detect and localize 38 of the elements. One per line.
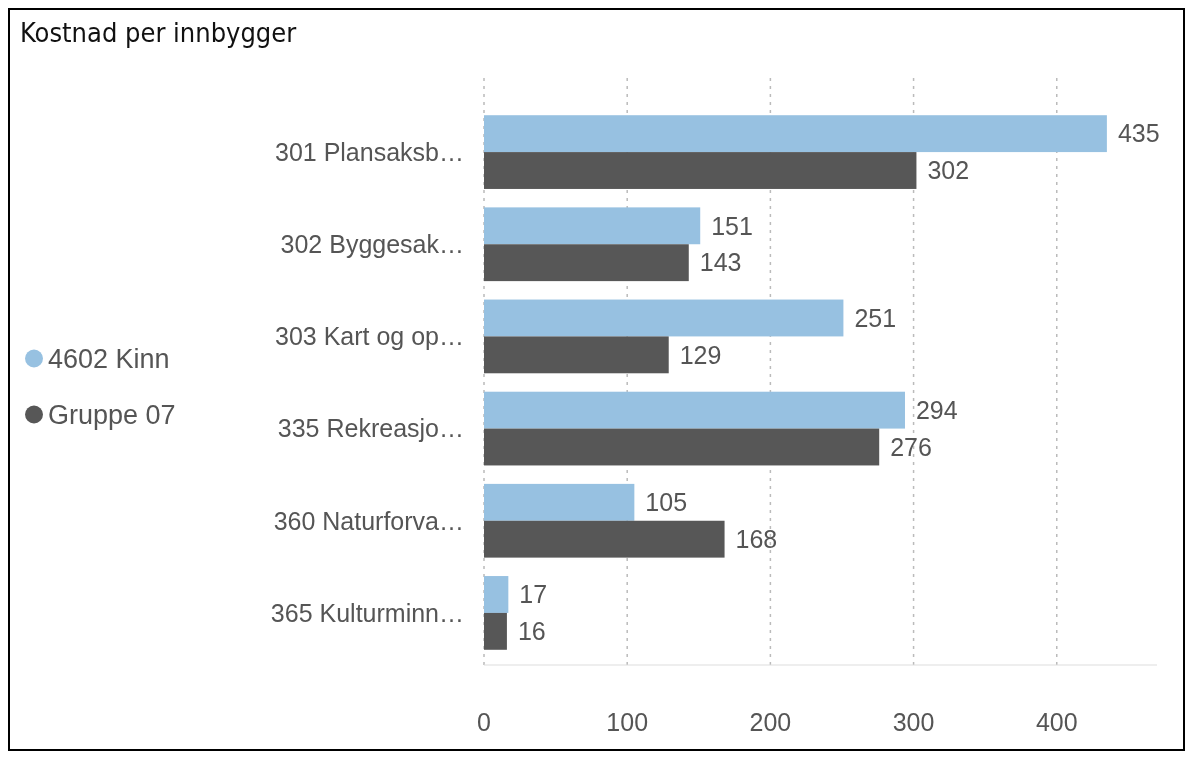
bar [484,483,635,521]
bar [484,244,689,282]
data-label: 129 [679,340,722,369]
y-tick-label: 365 Kulturminn… [270,598,464,627]
bar [484,520,725,558]
data-label: 17 [519,580,548,609]
y-tick-label: 303 Kart og op… [274,322,464,351]
bar [484,428,880,466]
bar [484,612,507,650]
data-label: 143 [699,248,742,277]
x-tick-label: 0 [477,708,491,736]
bar [484,576,509,613]
data-label: 16 [517,617,546,646]
bar [484,299,844,337]
x-tick-label: 100 [606,708,649,736]
bar [484,152,917,189]
legend-label: 4602 Kinn [48,343,170,374]
data-label: 151 [711,211,753,240]
y-tick-label: 335 Rekreasjo… [277,414,464,443]
data-label: 276 [890,432,932,461]
bar [484,115,1107,153]
text: Kostnad per innbygger [20,17,297,48]
data-label: 302 [927,156,970,185]
data-label: 294 [915,395,958,424]
bar [484,207,701,245]
data-label: 105 [645,488,688,517]
y-tick-label: 301 Plansaksb… [274,137,464,166]
x-tick-label: 300 [892,708,935,736]
x-tick-label: 200 [749,708,792,736]
x-tick-label: 400 [1035,708,1078,736]
y-tick-label: 302 Byggesak… [280,230,464,258]
bar [484,336,669,374]
y-tick-label: 360 Naturforva… [273,506,464,535]
bar [484,391,905,429]
data-label: 435 [1117,119,1160,148]
data-label: 168 [735,524,778,553]
legend-label: Gruppe 07 [48,399,176,430]
data-label: 251 [854,303,897,332]
